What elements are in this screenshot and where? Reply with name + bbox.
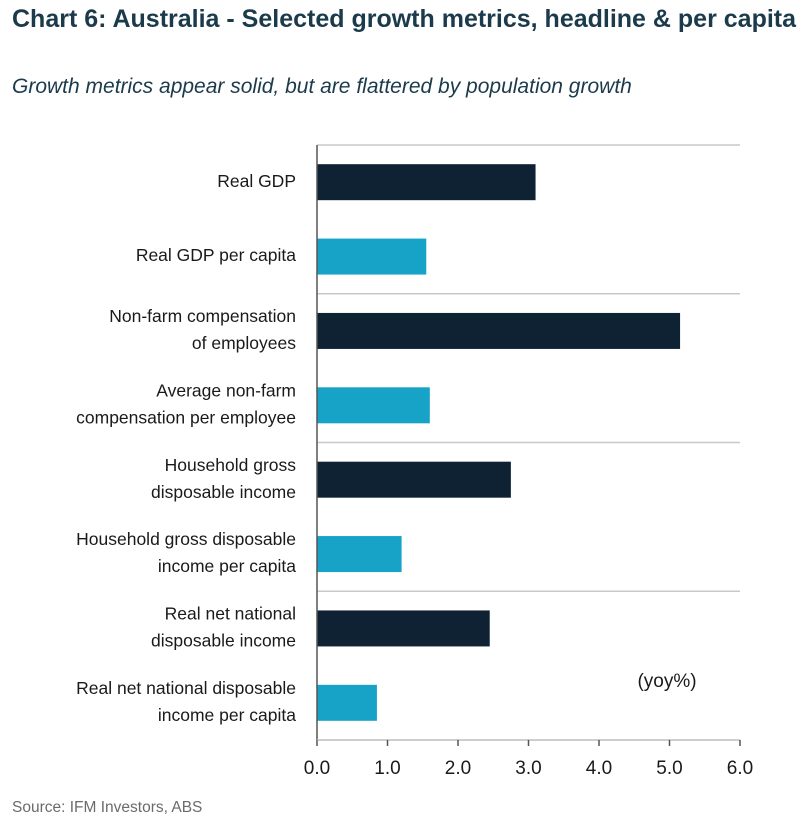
category-label: Real GDP per capita xyxy=(136,245,296,265)
unit-note: (yoy%) xyxy=(637,671,696,692)
x-tick-label: 0.0 xyxy=(304,758,330,779)
category-label: disposable income xyxy=(151,482,296,502)
category-label: income per capita xyxy=(158,705,296,725)
bar-headline xyxy=(317,312,681,349)
category-label: of employees xyxy=(192,333,296,353)
bar-headline xyxy=(317,164,536,201)
chart-subtitle: Growth metrics appear solid, but are fla… xyxy=(12,75,632,98)
bar-per-capita xyxy=(317,684,377,721)
category-label: Household gross disposable xyxy=(76,529,296,549)
bar-per-capita xyxy=(317,536,402,573)
x-tick-label: 2.0 xyxy=(445,758,471,779)
category-label: income per capita xyxy=(158,556,296,576)
category-label: Real GDP xyxy=(217,171,296,191)
category-label: Real net national xyxy=(165,604,296,624)
chart-title: Chart 6: Australia - Selected growth met… xyxy=(12,5,797,33)
x-tick-label: 4.0 xyxy=(586,758,612,779)
category-label: compensation per employee xyxy=(76,407,296,427)
bar-chart: Real GDP Real GDP per capita Non-farm comp… xyxy=(76,144,753,779)
x-tick-label: 6.0 xyxy=(727,758,753,779)
bar-per-capita xyxy=(317,387,430,424)
category-label: Household gross xyxy=(165,455,297,475)
x-tick-label: 3.0 xyxy=(515,758,541,779)
category-label: Real net national disposable xyxy=(76,678,296,698)
x-tick-label: 5.0 xyxy=(656,758,682,779)
category-label: Average non-farm xyxy=(156,380,296,400)
bar-per-capita xyxy=(317,238,427,275)
category-label: Non-farm compensation xyxy=(109,306,296,326)
source-note: Source: IFM Investors, ABS xyxy=(12,799,203,816)
category-label: disposable income xyxy=(151,631,296,651)
x-tick-label: 1.0 xyxy=(374,758,400,779)
bar-headline xyxy=(317,610,490,647)
bar-headline xyxy=(317,461,511,498)
